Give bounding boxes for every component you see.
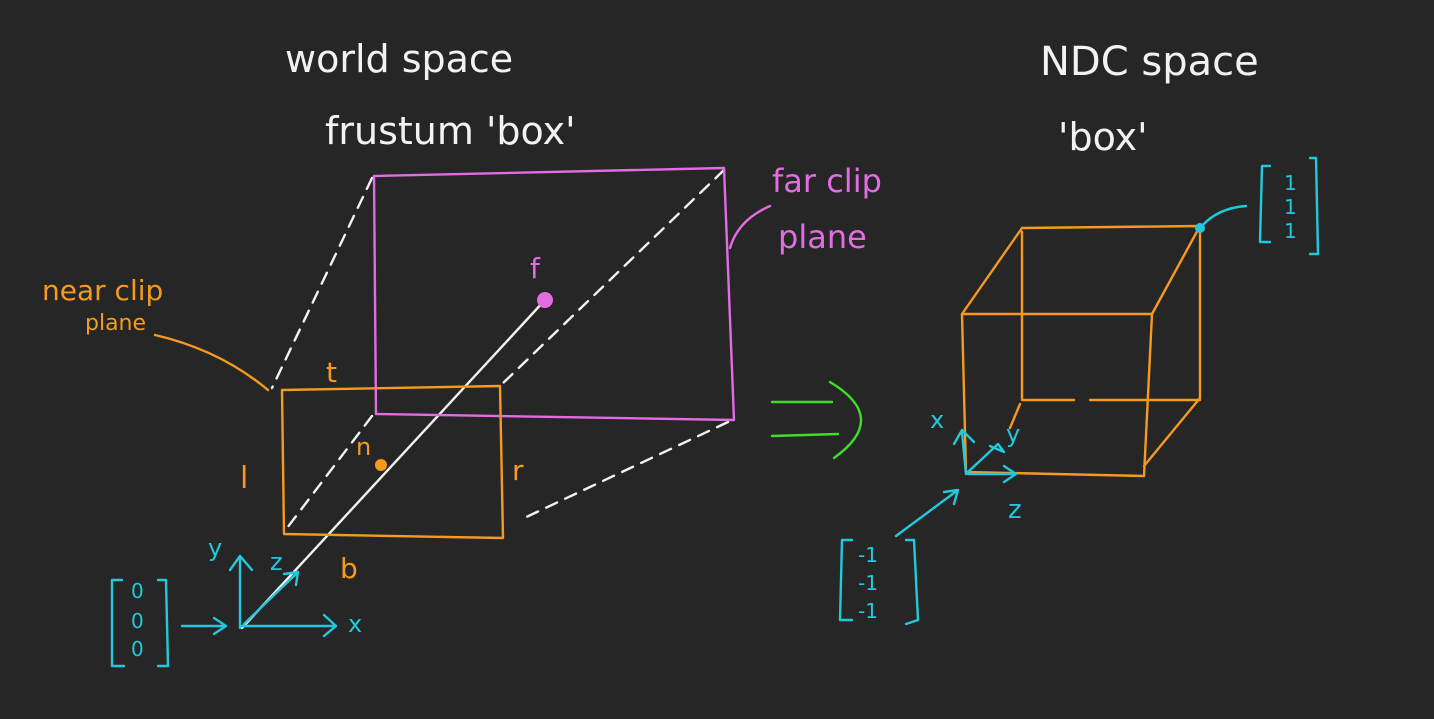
far-point-dot xyxy=(537,292,553,308)
world-z-label: z xyxy=(270,548,283,576)
ndc-z-label: z xyxy=(1008,495,1022,525)
near-point-dot xyxy=(375,459,387,471)
far-clip-plane: far clip plane f xyxy=(372,162,882,422)
ndc-min-vector: -1 -1 -1 xyxy=(838,488,960,626)
ndc-max-z: 1 xyxy=(1284,219,1297,243)
near-plane-pointer xyxy=(153,333,270,392)
world-x-axis xyxy=(240,613,338,638)
ndc-z-axis xyxy=(966,464,1018,484)
frustum-edges xyxy=(240,168,730,630)
bottom-label: b xyxy=(340,552,358,585)
world-y-axis xyxy=(228,554,254,630)
frustum-edge-top-right xyxy=(498,168,726,388)
ndc-cube-edge-br xyxy=(1142,396,1202,468)
near-clip-label-line2: plane xyxy=(85,311,146,336)
ndc-cube-front-face xyxy=(960,312,1154,478)
right-label: r xyxy=(512,454,524,487)
near-plane-rectangle xyxy=(280,384,505,540)
far-plane-rectangle xyxy=(372,166,736,422)
transform-arrow xyxy=(770,380,863,460)
world-x-label: x xyxy=(348,610,362,638)
far-point-label: f xyxy=(530,252,541,285)
origin-vector-y: 0 xyxy=(131,609,144,633)
ndc-min-x: -1 xyxy=(858,543,878,567)
transform-arrow-head xyxy=(828,380,863,460)
far-clip-label-line2: plane xyxy=(778,218,867,256)
frustum-edge-bottom-right xyxy=(518,420,730,522)
far-clip-label-line1: far clip xyxy=(772,162,882,200)
ndc-cube-edge-tl xyxy=(960,226,1024,316)
view-ray xyxy=(240,298,547,630)
ndc-y-label: y xyxy=(1006,420,1020,448)
ndc-cube-hidden-edges xyxy=(1008,230,1202,430)
world-z-axis xyxy=(242,570,300,626)
left-label: l xyxy=(240,461,248,496)
origin-vector: 0 0 0 xyxy=(110,578,228,668)
ndc-min-z: -1 xyxy=(858,599,878,623)
ndc-min-pointer xyxy=(894,488,960,538)
origin-vector-right-bracket xyxy=(156,578,170,668)
world-title-line2: frustum 'box' xyxy=(325,109,576,153)
origin-pointer-arrow xyxy=(180,616,228,636)
near-clip-plane: near clip plane t l r b n xyxy=(42,274,524,585)
ndc-max-left-bracket xyxy=(1258,164,1272,244)
ndc-x-axis xyxy=(952,428,976,476)
ndc-min-left-bracket xyxy=(838,538,854,622)
origin-vector-left-bracket xyxy=(110,578,126,668)
origin-vector-x: 0 xyxy=(131,579,144,603)
world-y-label: y xyxy=(208,534,222,562)
far-plane-pointer xyxy=(728,204,772,250)
ndc-cube-back-face xyxy=(1020,224,1202,400)
ndc-max-y: 1 xyxy=(1284,195,1297,219)
world-title-line1: world space xyxy=(285,37,513,81)
world-axes: y z x xyxy=(208,534,362,638)
ndc-min-y: -1 xyxy=(858,571,878,595)
ndc-y-axis xyxy=(966,442,1006,474)
ndc-x-label: x xyxy=(930,406,944,434)
transform-arrow-line-bottom xyxy=(770,432,840,438)
ndc-max-vector: 1 1 1 xyxy=(1195,156,1320,256)
frustum-edge-top-left xyxy=(270,176,374,390)
ndc-cube-edge-tr xyxy=(1150,224,1202,316)
ndc-title-line2: 'box' xyxy=(1058,115,1148,159)
ndc-min-right-bracket xyxy=(904,538,920,626)
near-point-label: n xyxy=(356,433,371,461)
ndc-cube xyxy=(960,224,1202,478)
ndc-title-line1: NDC space xyxy=(1040,39,1259,85)
origin-vector-z: 0 xyxy=(131,637,144,661)
frustum-edge-bottom-left xyxy=(282,414,374,534)
ndc-max-x: 1 xyxy=(1284,171,1297,195)
top-label: t xyxy=(326,356,337,389)
ndc-max-pointer xyxy=(1200,204,1248,228)
near-clip-label-line1: near clip xyxy=(42,274,163,307)
ndc-max-right-bracket xyxy=(1308,156,1320,256)
ndc-axes: x y z xyxy=(930,406,1022,525)
